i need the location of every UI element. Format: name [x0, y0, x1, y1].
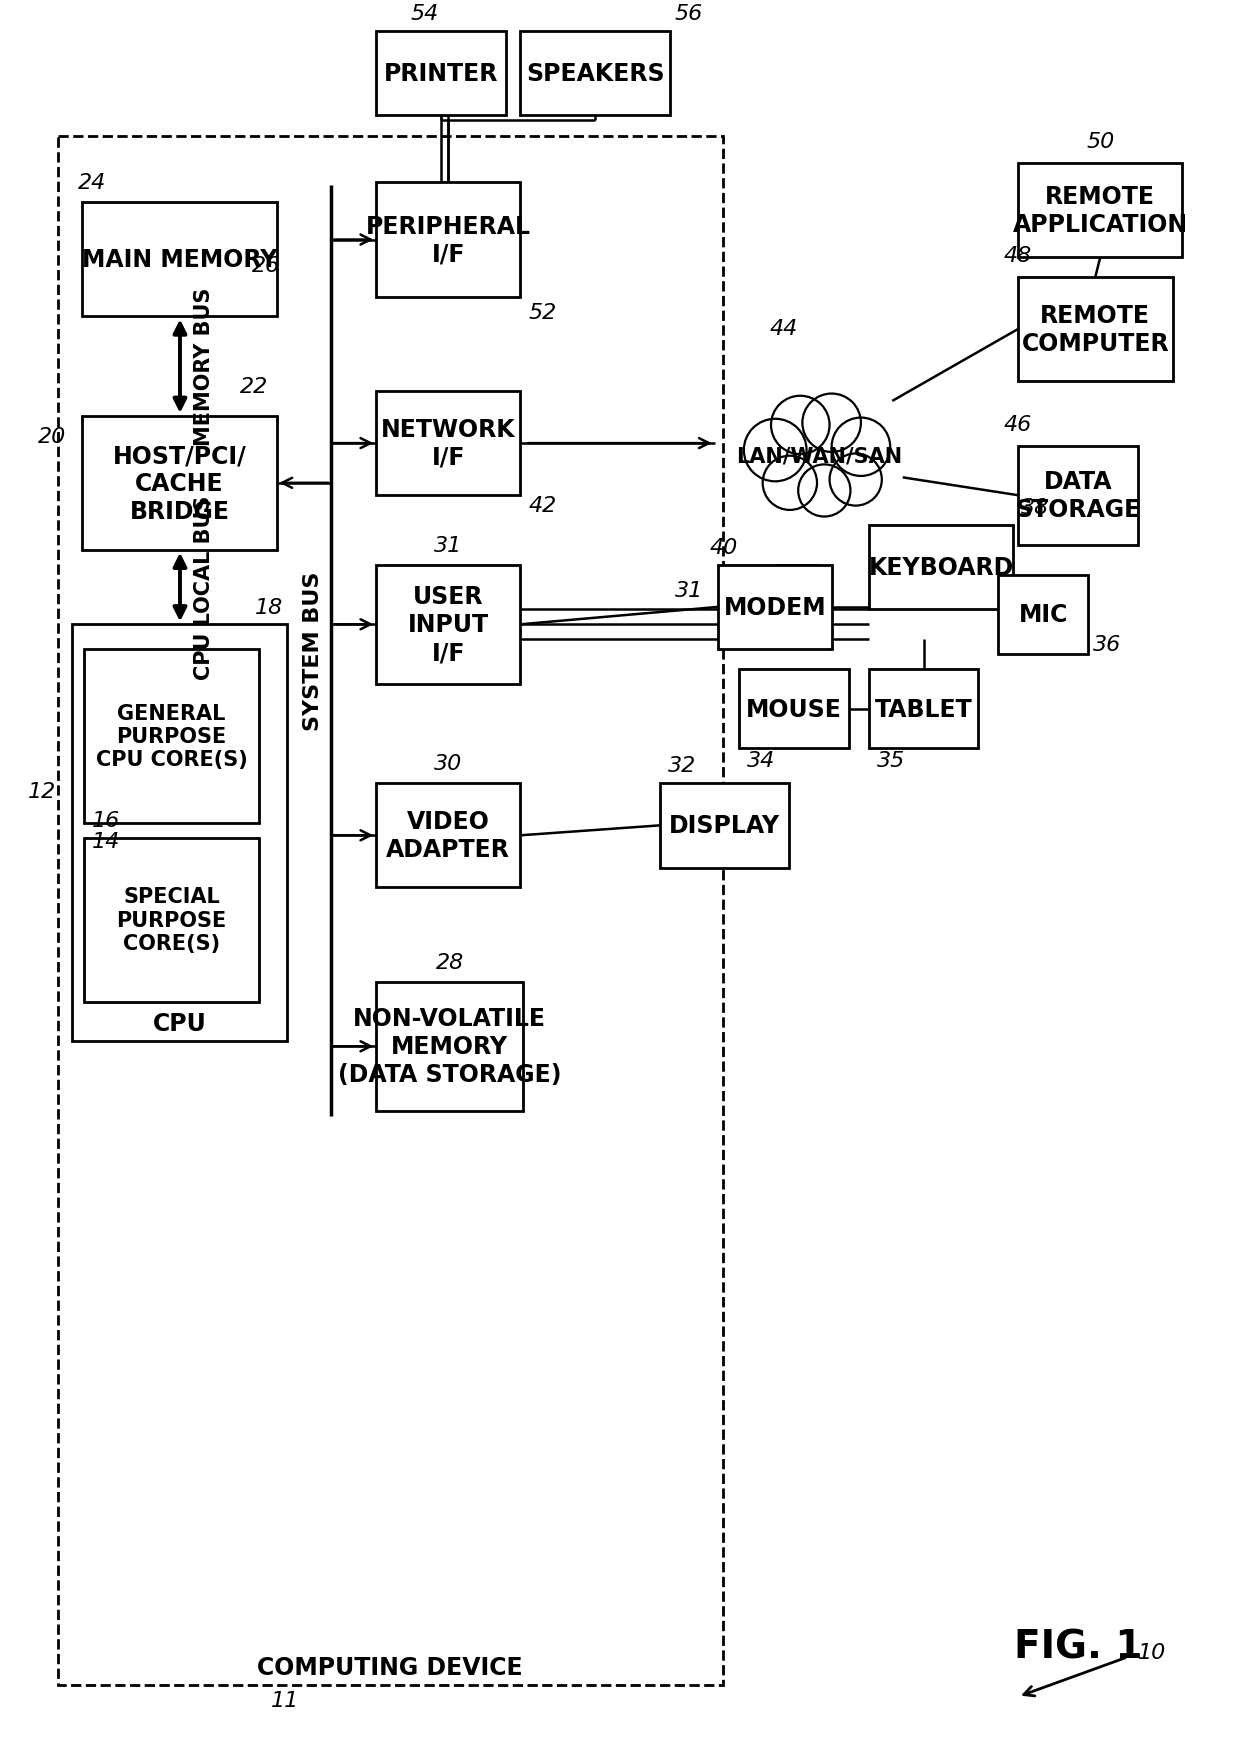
- Text: DISPLAY: DISPLAY: [668, 813, 780, 838]
- Bar: [376, 784, 521, 887]
- Bar: [84, 838, 259, 1001]
- Bar: [869, 525, 1013, 610]
- Text: VIDEO
ADAPTER: VIDEO ADAPTER: [387, 810, 510, 861]
- Text: CPU: CPU: [153, 1012, 206, 1037]
- Text: 14: 14: [92, 831, 120, 850]
- Text: REMOTE
COMPUTER: REMOTE COMPUTER: [1022, 304, 1169, 355]
- Bar: [376, 982, 523, 1110]
- Text: 56: 56: [675, 4, 703, 23]
- Bar: [376, 392, 521, 495]
- Text: CPU LOCAL BUS: CPU LOCAL BUS: [193, 495, 215, 680]
- Text: 42: 42: [528, 495, 557, 517]
- Circle shape: [799, 466, 851, 517]
- Bar: [72, 625, 286, 1042]
- Text: NON-VOLATILE
MEMORY
(DATA STORAGE): NON-VOLATILE MEMORY (DATA STORAGE): [339, 1007, 562, 1086]
- Circle shape: [830, 455, 882, 506]
- Bar: [376, 183, 521, 297]
- Text: PRINTER: PRINTER: [383, 61, 498, 86]
- Bar: [376, 566, 521, 685]
- Text: 31: 31: [675, 580, 703, 601]
- Circle shape: [744, 420, 806, 481]
- Text: 52: 52: [528, 302, 557, 322]
- Text: SYSTEM BUS: SYSTEM BUS: [304, 571, 324, 731]
- Text: SPEAKERS: SPEAKERS: [526, 61, 665, 86]
- Bar: [521, 32, 670, 116]
- Bar: [82, 416, 277, 550]
- Text: TABLET: TABLET: [874, 698, 972, 722]
- Bar: [1018, 278, 1173, 381]
- Text: 36: 36: [1092, 634, 1121, 655]
- Text: 46: 46: [1003, 415, 1032, 434]
- Text: LAN/WAN/SAN: LAN/WAN/SAN: [737, 446, 903, 466]
- Text: KEYBOARD: KEYBOARD: [868, 555, 1013, 580]
- Circle shape: [802, 394, 861, 453]
- Text: HOST/PCI/
CACHE
BRIDGE: HOST/PCI/ CACHE BRIDGE: [113, 445, 247, 524]
- Bar: [376, 32, 506, 116]
- Text: PERIPHERAL
I/F: PERIPHERAL I/F: [366, 214, 531, 267]
- Text: NETWORK
I/F: NETWORK I/F: [381, 418, 516, 469]
- Text: 12: 12: [27, 782, 56, 801]
- Text: 54: 54: [410, 4, 439, 23]
- Text: 18: 18: [254, 597, 283, 617]
- Circle shape: [763, 457, 817, 511]
- Bar: [1018, 446, 1137, 546]
- Text: SPECIAL
PURPOSE
CORE(S): SPECIAL PURPOSE CORE(S): [117, 887, 227, 954]
- Text: 34: 34: [748, 750, 776, 771]
- Circle shape: [832, 418, 890, 476]
- Text: 11: 11: [270, 1690, 299, 1710]
- Text: 30: 30: [434, 754, 463, 773]
- Text: 24: 24: [77, 174, 105, 193]
- Text: GENERAL
PURPOSE
CPU CORE(S): GENERAL PURPOSE CPU CORE(S): [95, 703, 248, 770]
- Bar: [84, 650, 259, 824]
- Text: 44: 44: [769, 320, 797, 339]
- Text: MIC: MIC: [1018, 603, 1068, 627]
- Bar: [998, 575, 1087, 655]
- Text: 32: 32: [668, 756, 696, 777]
- Text: 50: 50: [1086, 132, 1115, 151]
- Text: 35: 35: [877, 750, 905, 771]
- Text: 48: 48: [1003, 246, 1032, 265]
- Bar: [718, 566, 832, 650]
- Text: MODEM: MODEM: [723, 596, 826, 620]
- Text: 22: 22: [239, 376, 268, 397]
- Text: 16: 16: [92, 810, 120, 831]
- Text: MAIN MEMORY: MAIN MEMORY: [82, 248, 278, 272]
- Text: 20: 20: [37, 427, 66, 446]
- Bar: [660, 784, 789, 868]
- Bar: [1018, 163, 1183, 258]
- Bar: [57, 137, 723, 1685]
- Text: USER
INPUT
I/F: USER INPUT I/F: [408, 585, 489, 664]
- Text: 26: 26: [252, 257, 280, 276]
- Text: FIG. 1: FIG. 1: [1013, 1629, 1142, 1666]
- Text: DATA
STORAGE: DATA STORAGE: [1016, 471, 1141, 522]
- Text: COMPUTING DEVICE: COMPUTING DEVICE: [257, 1655, 523, 1680]
- Circle shape: [771, 397, 830, 455]
- Text: 40: 40: [709, 538, 738, 557]
- Text: MEMORY BUS: MEMORY BUS: [193, 288, 215, 446]
- Bar: [82, 204, 277, 318]
- Bar: [739, 669, 849, 748]
- Text: REMOTE
APPLICATION: REMOTE APPLICATION: [1013, 184, 1188, 237]
- Text: MOUSE: MOUSE: [746, 698, 842, 722]
- Text: 10: 10: [1137, 1643, 1166, 1662]
- Text: 38: 38: [1022, 497, 1049, 518]
- Text: 28: 28: [435, 952, 464, 972]
- Bar: [869, 669, 978, 748]
- Text: 31: 31: [434, 536, 463, 555]
